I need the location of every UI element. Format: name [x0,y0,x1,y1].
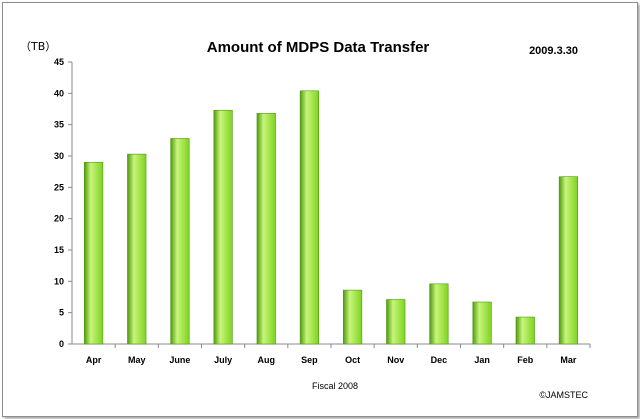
x-axis-label: Fiscal 2008 [312,381,358,391]
y-tick-labels: 0 5 10 15 20 25 30 35 40 45 [54,57,64,349]
x-tick-label: Oct [345,355,360,365]
y-tick-label: 15 [54,245,64,255]
bar [472,301,492,345]
x-tick-label: Aug [258,355,276,365]
copyright-credit: ©JAMSTEC [539,390,588,400]
x-tick-label: Sep [301,355,318,365]
x-tick-label: Nov [387,355,404,365]
y-tick-label: 20 [54,214,64,224]
bar [386,299,406,345]
y-tick-label: 30 [54,151,64,161]
bar [213,109,233,345]
x-tick-label: May [128,355,146,365]
x-tick-label: June [169,355,190,365]
bars [84,90,578,345]
x-tick-label: Apr [86,355,102,365]
chart-title: Amount of MDPS Data Transfer [207,39,430,56]
axes [68,61,591,348]
bar [429,283,449,345]
y-tick-label: 10 [54,276,64,286]
bar [299,90,319,345]
y-tick-label: 25 [54,182,64,192]
chart-date: 2009.3.30 [529,45,578,57]
x-tick-labels: Apr May June July Aug Sep Oct Nov Dec Jan Feb Mar [86,355,577,365]
y-tick-label: 40 [54,88,64,98]
x-tick-label: Dec [431,355,448,365]
bar [256,113,276,345]
y-tick-label: 35 [54,120,64,130]
bar [84,161,104,345]
bar [558,176,578,345]
x-tick-label: July [214,355,232,365]
bar [343,289,363,345]
y-tick-label: 0 [59,339,64,349]
bar [515,316,535,345]
y-tick-label: 5 [59,308,64,318]
x-tick-label: Feb [517,355,534,365]
bar [127,153,147,345]
y-tick-label: 45 [54,57,64,67]
y-unit-label: （TB） [20,40,56,53]
x-tick-label: Jan [474,355,490,365]
x-tick-label: Mar [560,355,577,365]
bar [170,138,190,345]
